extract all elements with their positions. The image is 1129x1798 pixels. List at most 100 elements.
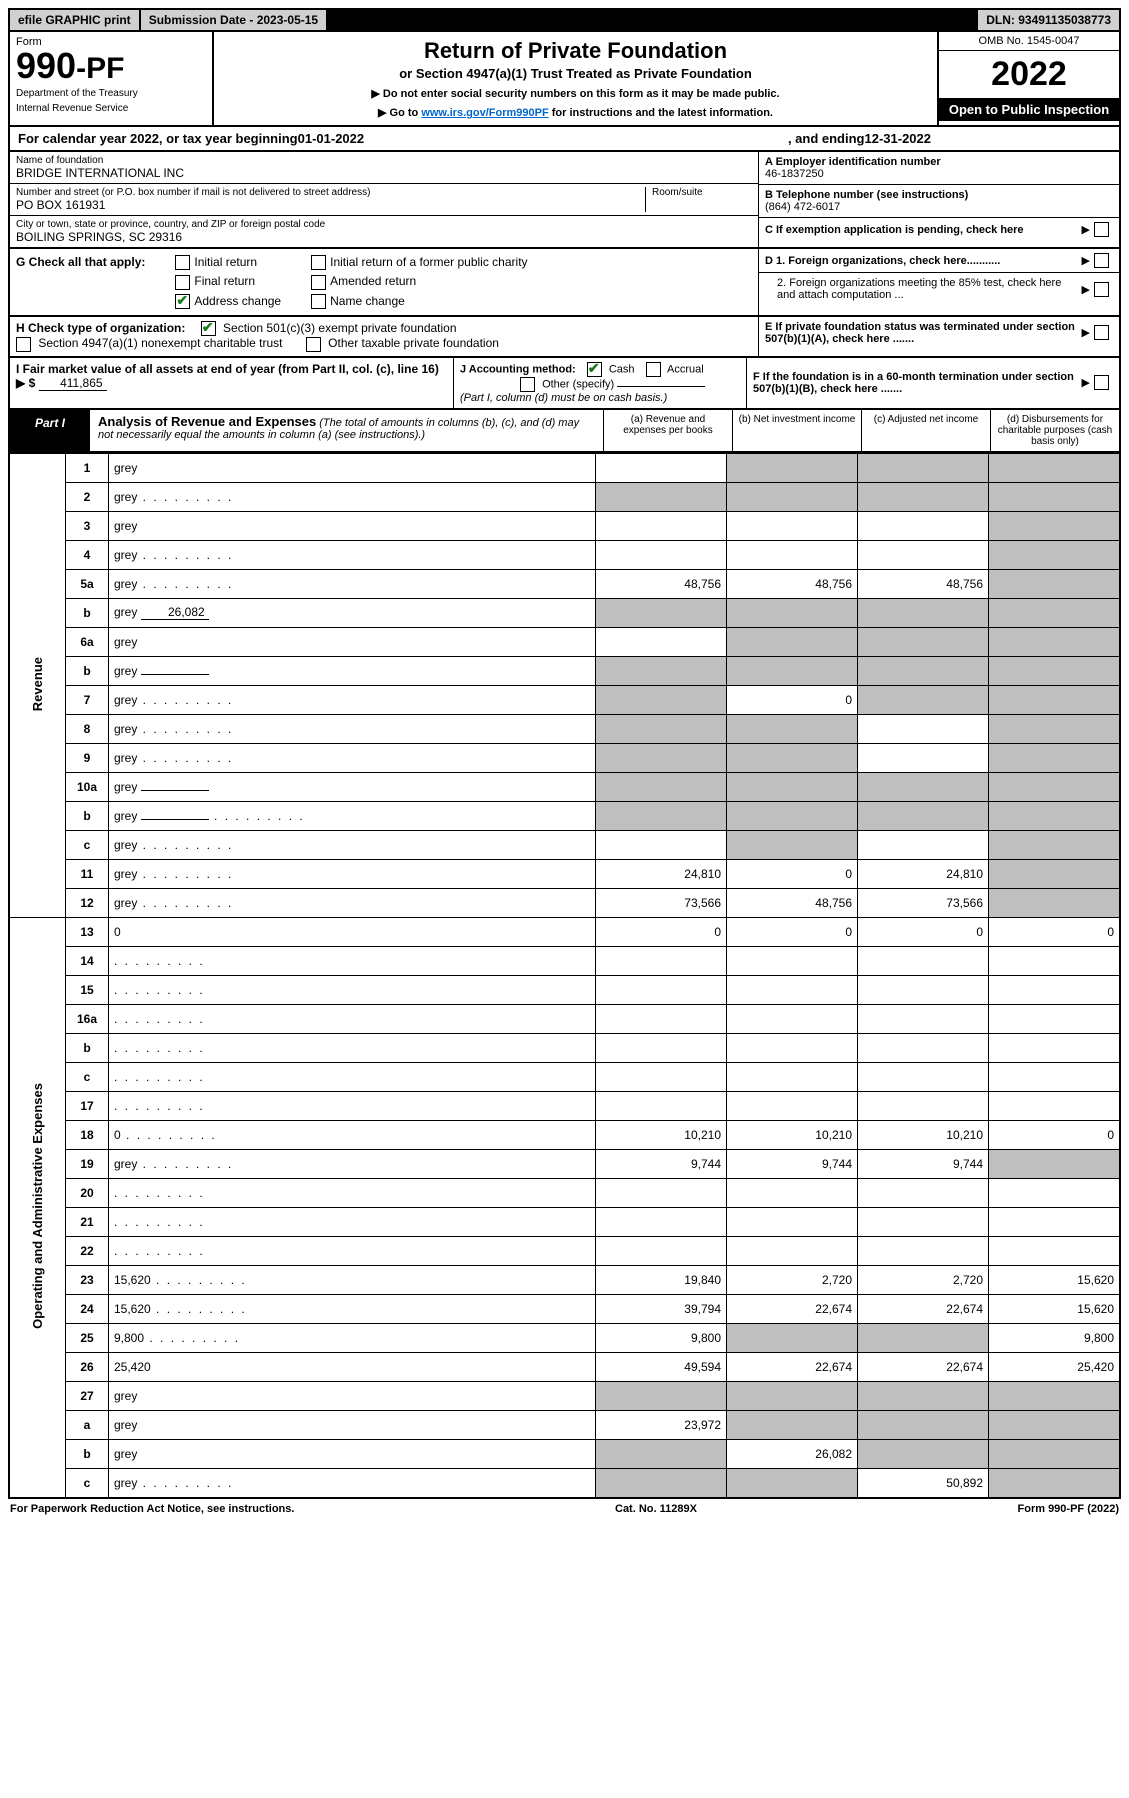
cb-4947[interactable]	[16, 337, 31, 352]
cell-c	[858, 540, 989, 569]
table-row: 2625,42049,59422,67422,67425,420	[9, 1352, 1120, 1381]
cell-a	[596, 1033, 727, 1062]
cell-d: 0	[989, 917, 1121, 946]
cell-a: 48,756	[596, 569, 727, 598]
row-description: grey	[109, 1381, 596, 1410]
row-description: grey	[109, 511, 596, 540]
row-description	[109, 975, 596, 1004]
cell-a	[596, 453, 727, 482]
c-checkbox[interactable]	[1094, 222, 1109, 237]
row-number: 8	[66, 714, 109, 743]
cb-other-taxable[interactable]	[306, 337, 321, 352]
f-block: F If the foundation is in a 60-month ter…	[746, 358, 1119, 408]
f-checkbox[interactable]	[1094, 375, 1109, 390]
row-number: 13	[66, 917, 109, 946]
cell-a	[596, 1062, 727, 1091]
footer-left: For Paperwork Reduction Act Notice, see …	[10, 1503, 294, 1515]
addr-label: Number and street (or P.O. box number if…	[16, 187, 645, 198]
h-opt3: Other taxable private foundation	[328, 336, 499, 350]
col-c-head: (c) Adjusted net income	[862, 410, 991, 451]
cb-other-method[interactable]	[520, 377, 535, 392]
cell-c	[858, 946, 989, 975]
efile-label[interactable]: efile GRAPHIC print	[10, 10, 141, 30]
city-value: BOILING SPRINGS, SC 29316	[16, 230, 752, 244]
room-label: Room/suite	[652, 187, 752, 198]
cell-d	[989, 598, 1121, 627]
row-description: grey	[109, 1149, 596, 1178]
row-description: grey	[109, 1468, 596, 1498]
j-accrual: Accrual	[667, 363, 704, 375]
d2-checkbox[interactable]	[1094, 282, 1109, 297]
cb-amended[interactable]	[311, 275, 326, 290]
cell-c: 10,210	[858, 1120, 989, 1149]
cb-initial-former[interactable]	[311, 255, 326, 270]
row-description: 0	[109, 917, 596, 946]
cell-b: 0	[727, 917, 858, 946]
footer-mid: Cat. No. 11289X	[615, 1503, 697, 1515]
ein-cell: A Employer identification number 46-1837…	[759, 152, 1119, 185]
table-row: 21	[9, 1207, 1120, 1236]
d1-checkbox[interactable]	[1094, 253, 1109, 268]
cell-b	[727, 801, 858, 830]
cell-d	[989, 1236, 1121, 1265]
cell-c: 48,756	[858, 569, 989, 598]
cell-a: 73,566	[596, 888, 727, 917]
cell-c	[858, 627, 989, 656]
cell-b	[727, 482, 858, 511]
table-row: 8grey	[9, 714, 1120, 743]
cell-a	[596, 1004, 727, 1033]
j-note: (Part I, column (d) must be on cash basi…	[460, 392, 667, 404]
cell-c	[858, 1091, 989, 1120]
form-subtitle: or Section 4947(a)(1) Trust Treated as P…	[220, 66, 931, 81]
cell-b	[727, 946, 858, 975]
cell-c: 9,744	[858, 1149, 989, 1178]
cell-d: 9,800	[989, 1323, 1121, 1352]
row-number: b	[66, 1033, 109, 1062]
cell-d: 0	[989, 1120, 1121, 1149]
row-number: b	[66, 656, 109, 685]
d-block: D 1. Foreign organizations, check here..…	[758, 249, 1119, 315]
j-cash: Cash	[609, 363, 635, 375]
cb-501c3[interactable]	[201, 321, 216, 336]
cell-b	[727, 1062, 858, 1091]
cb-cash[interactable]	[587, 362, 602, 377]
goto-note: ▶ Go to www.irs.gov/Form990PF for instru…	[220, 106, 931, 119]
j-other: Other (specify)	[542, 378, 614, 390]
cell-c	[858, 772, 989, 801]
cell-b	[727, 1004, 858, 1033]
cb-initial-return[interactable]	[175, 255, 190, 270]
row-description: 15,620	[109, 1294, 596, 1323]
header-center: Return of Private Foundation or Section …	[214, 32, 937, 125]
cell-b	[727, 1033, 858, 1062]
cell-d	[989, 714, 1121, 743]
cell-b	[727, 1207, 858, 1236]
row-description: grey	[109, 888, 596, 917]
cell-b: 9,744	[727, 1149, 858, 1178]
row-number: 2	[66, 482, 109, 511]
cell-a	[596, 946, 727, 975]
table-row: 20	[9, 1178, 1120, 1207]
cb-accrual[interactable]	[646, 362, 661, 377]
form-header: Form 990-PF Department of the Treasury I…	[8, 32, 1121, 127]
i-block: I Fair market value of all assets at end…	[10, 358, 453, 408]
cb-address-change[interactable]	[175, 294, 190, 309]
cell-b: 0	[727, 859, 858, 888]
cell-d	[989, 540, 1121, 569]
cell-c: 50,892	[858, 1468, 989, 1498]
cb-final-return[interactable]	[175, 275, 190, 290]
irs-link[interactable]: www.irs.gov/Form990PF	[421, 107, 548, 119]
table-row: 17	[9, 1091, 1120, 1120]
cell-d	[989, 482, 1121, 511]
cb-name-change[interactable]	[311, 294, 326, 309]
submission-date: Submission Date - 2023-05-15	[141, 10, 328, 30]
arrow-icon: ▶	[1082, 326, 1090, 339]
e-checkbox[interactable]	[1094, 325, 1109, 340]
cell-a: 9,744	[596, 1149, 727, 1178]
f-text: F If the foundation is in a 60-month ter…	[753, 371, 1078, 395]
cell-b	[727, 598, 858, 627]
row-number: 20	[66, 1178, 109, 1207]
cell-c	[858, 511, 989, 540]
cell-c	[858, 685, 989, 714]
table-row: 2415,62039,79422,67422,67415,620	[9, 1294, 1120, 1323]
footer: For Paperwork Reduction Act Notice, see …	[8, 1499, 1121, 1519]
